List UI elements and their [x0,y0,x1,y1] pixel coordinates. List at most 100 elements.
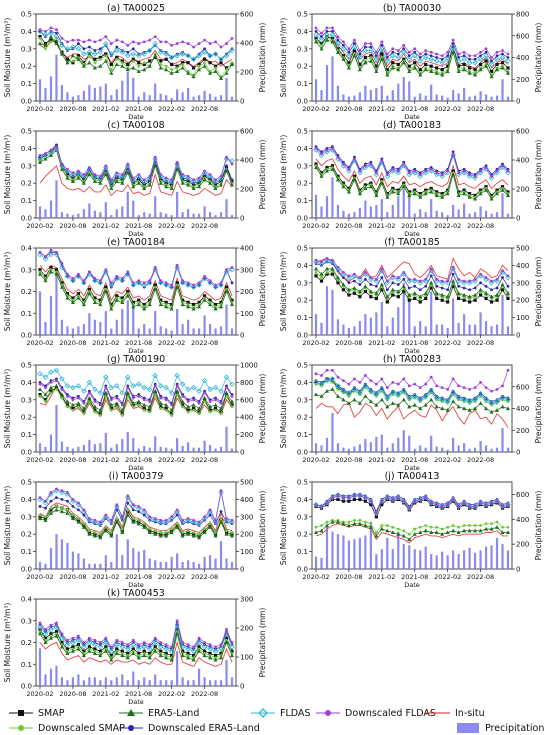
series-point-fldas [146,47,153,54]
precipitation-bar [208,555,212,569]
series-point-dfldas [164,176,168,180]
series-line-insitu [39,640,233,667]
series-point-dfldas [186,42,190,45]
series-point-fldas [455,171,462,178]
precipitation-bar [473,447,477,452]
precipitation-bar [208,93,212,101]
series-point-era5 [186,304,191,309]
series-point-smap [213,183,218,187]
y2-tick-label: 500 [240,479,253,487]
series-point-dfldas [462,279,466,283]
series-point-era5 [65,175,70,180]
series-point-dfldas [219,643,223,647]
series-point-dfldas [506,274,510,278]
precipitation-bar [397,196,400,218]
series-point-dfldas [331,258,334,262]
series-point-dfldas [44,499,47,503]
precipitation-bar [126,72,129,101]
precipitation-bar [181,92,184,101]
precipitation-bar [192,328,195,335]
series-line-fldas [39,31,233,60]
precipitation-bar [391,204,394,218]
series-point-era5 [330,39,335,44]
series-point-dfldas [418,498,422,501]
precipitation-bar [93,563,96,569]
series-point-era5 [374,193,379,197]
series-point-smap [489,300,494,304]
series-point-dfldas [66,394,69,398]
series-point-dera5 [462,54,466,58]
series-point-dfldas [120,403,124,407]
series-point-smap [76,292,80,296]
series-point-dfldas [331,26,334,30]
series-point-era5 [114,401,119,405]
series-point-smap [115,294,119,298]
series-point-smap [435,190,439,194]
series-point-era5 [473,72,478,77]
series-point-era5 [396,289,401,294]
series-point-dfldas [385,386,389,390]
y-tick-label: 0.2 [21,180,32,188]
series-point-smap [142,302,146,307]
series-point-era5 [456,291,461,295]
series-point-era5 [495,67,500,72]
series-point-dera5 [418,288,422,292]
legend-label-fldas: FLDAS [280,707,311,719]
series-point-dfldas [164,398,168,402]
x-tick-label: 2020-02 [302,105,329,113]
series-point-era5 [158,302,163,307]
precipitation-bar [441,447,444,452]
series-point-smap [391,186,395,191]
series-point-dera5 [115,45,119,49]
y2-tick-label: 0 [516,566,520,574]
y2-tick-label: 600 [516,128,529,136]
precipitation-bar [419,321,422,335]
series-point-smap [418,68,422,72]
series-point-smap [115,403,119,407]
series-point-dfldas [126,494,130,498]
series-point-dera5 [435,284,439,288]
series-point-era5 [500,187,505,192]
series-point-dsmap [325,520,329,524]
series-point-fldas [119,49,126,56]
precipitation-bar [325,286,329,335]
series-point-dsmap [109,68,113,72]
y-tick-label: 0.0 [21,683,32,691]
series-point-smap [38,268,42,272]
series-point-fldas [346,168,352,174]
series-point-dfldas [495,387,499,391]
series-point-fldas [119,173,126,180]
series-point-era5 [484,64,489,68]
series-point-dfldas [49,26,53,30]
series-point-dsmap [49,506,53,510]
precipitation-bar [148,680,151,686]
x-tick-label: 2022-08 [467,339,494,347]
series-point-dfldas [374,277,378,281]
series-point-dfldas [126,386,130,390]
series-point-dfldas [203,169,206,173]
series-point-dfldas [208,173,212,176]
series-point-era5 [335,275,340,280]
y-tick-label: 0.1 [297,80,308,88]
series-point-smap [186,300,190,304]
series-point-dfldas [320,152,323,156]
precipitation-bar [132,304,135,335]
series-point-fldas [135,52,142,59]
series-point-dfldas [44,255,47,259]
series-point-smap [126,392,130,397]
series-point-era5 [87,395,92,400]
series-point-fldas [384,494,391,501]
series-point-fldas [152,156,158,162]
precipitation-bar [71,328,75,335]
series-point-era5 [48,34,53,39]
series-point-smap [164,651,168,655]
series-point-era5 [169,530,174,535]
series-point-fldas [75,501,82,508]
series-point-fldas [152,40,158,47]
series-point-dera5 [391,50,395,54]
series-point-era5 [136,69,141,74]
series-point-fldas [428,388,434,394]
x-tick-label: 2021-02 [368,456,395,464]
series-point-fldas [318,260,325,267]
series-point-dfldas [473,504,477,508]
